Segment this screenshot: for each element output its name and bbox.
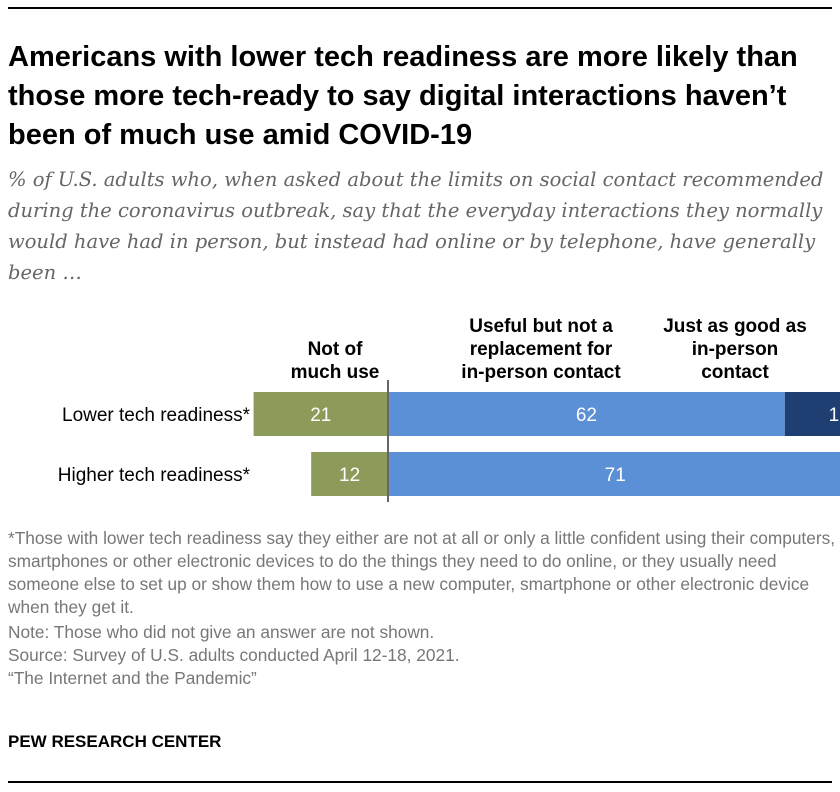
notes-block: *Those with lower tech readiness say the…: [8, 527, 836, 690]
bottom-rule: [8, 781, 832, 783]
column-header-line: much use: [290, 362, 380, 383]
column-header-line: in-person contact: [461, 362, 621, 383]
data-label: 12: [339, 465, 360, 486]
column-header-line: Just as good as: [663, 316, 807, 337]
column-header-just-as-good: Just as good as in-person contact: [640, 315, 830, 384]
chart-subtitle: % of U.S. adults who, when asked about t…: [8, 168, 824, 284]
column-header-line: Not of: [307, 339, 363, 360]
data-label: 17: [829, 405, 840, 426]
bar-useful-not-replacement: [388, 452, 840, 496]
data-label: 21: [310, 405, 331, 426]
top-rule: [8, 7, 832, 9]
bar-not-much-use: [311, 452, 388, 496]
column-header-not-much-use: Not of much use: [280, 338, 390, 384]
bar-chart: Lower tech readiness* 21 62 17 Higher tech r…: [58, 380, 840, 502]
note: Note: Those who did not give an answer a…: [8, 622, 435, 642]
bar-not-much-use: [253, 392, 388, 436]
source: Source: Survey of U.S. adults conducted …: [8, 645, 460, 665]
data-label: 62: [576, 405, 597, 426]
report-title: “The Internet and the Pandemic”: [8, 668, 257, 688]
bar-just-as-good: [784, 392, 840, 436]
brand-logo-text: PEW RESEARCH CENTER: [8, 732, 222, 751]
chart-title: Americans with lower tech readiness are …: [8, 41, 798, 151]
row-label: Higher tech readiness*: [58, 465, 251, 486]
column-header-line: replacement for: [469, 339, 613, 360]
column-header-line: Useful but not a: [469, 316, 613, 337]
column-header-line: in-person: [691, 339, 779, 360]
data-label: 71: [605, 465, 626, 486]
row-label: Lower tech readiness*: [62, 405, 251, 426]
footnote: *Those with lower tech readiness say the…: [8, 528, 836, 617]
column-header-line: contact: [701, 362, 769, 383]
column-header-useful: Useful but not a replacement for in-pers…: [436, 315, 646, 384]
bar-useful-not-replacement: [388, 392, 785, 436]
